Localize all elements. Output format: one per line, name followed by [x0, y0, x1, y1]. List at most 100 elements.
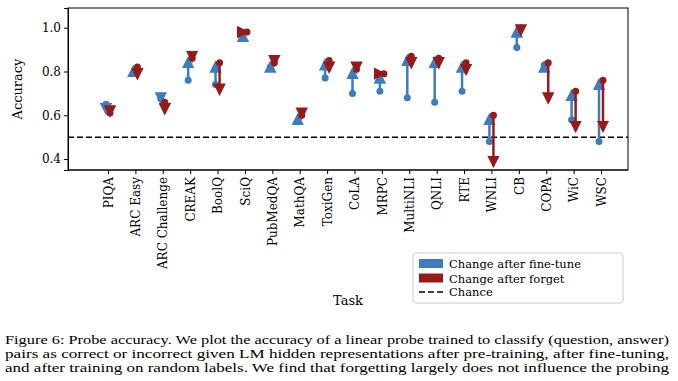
x-tick-mark — [190, 170, 191, 174]
legend-swatch — [419, 274, 443, 283]
chart-container: 0.40.60.81.0PIQAARC EasyARC ChallengeCRE… — [0, 0, 678, 381]
x-tick: WNLI — [485, 170, 499, 213]
x-tick-label: SciQ — [239, 177, 253, 206]
x-tick-label: CoLA — [348, 177, 362, 210]
change-arrow — [574, 91, 577, 130]
y-tick: 0.6 — [42, 109, 68, 123]
x-tick: MathQA — [293, 170, 307, 228]
start-dot — [216, 59, 223, 66]
x-tick-mark — [382, 170, 383, 174]
y-tick: 0.8 — [42, 65, 68, 79]
start-dot — [353, 66, 360, 73]
x-tick-mark — [355, 170, 356, 174]
y-tick: 0.4 — [42, 152, 68, 166]
x-tick-mark — [272, 170, 273, 174]
series-0 — [103, 28, 603, 145]
x-axis-title: Task — [333, 293, 363, 308]
change-arrow — [547, 63, 550, 102]
start-dot — [134, 64, 141, 71]
x-tick: ARC Easy — [129, 170, 143, 238]
x-tick-mark — [464, 170, 465, 174]
start-dot — [161, 99, 168, 106]
start-dot — [380, 70, 387, 77]
x-tick-mark — [519, 170, 520, 174]
start-dot — [490, 112, 497, 119]
x-tick: WiC — [567, 170, 581, 202]
x-tick: CREAK — [184, 170, 198, 222]
x-tick-label: MathQA — [293, 177, 307, 228]
legend-swatch — [419, 291, 443, 293]
x-tick-label: ARC Easy — [129, 177, 143, 238]
change-arrow — [598, 80, 601, 141]
y-tick-mark — [64, 159, 68, 160]
change-arrow — [218, 63, 221, 94]
x-tick-label: RTE — [458, 177, 472, 203]
x-tick-mark — [327, 170, 328, 174]
start-dot — [408, 53, 415, 60]
plot-frame — [68, 8, 628, 170]
caption-line: pairs as correct or incorrect given LM h… — [5, 348, 669, 361]
x-tick-mark — [218, 170, 219, 174]
start-dot — [463, 59, 470, 66]
x-tick-label: PIQA — [102, 177, 116, 209]
start-dot — [431, 99, 438, 106]
change-arrow — [351, 69, 354, 93]
start-dot — [596, 138, 603, 145]
series-1 — [107, 24, 607, 165]
x-tick: RTE — [458, 170, 472, 203]
legend-label: Change after fine-tune — [449, 257, 581, 271]
x-tick-label: COPA — [540, 177, 554, 212]
change-arrow — [570, 91, 573, 119]
start-dot — [568, 116, 575, 123]
x-tick-mark — [135, 170, 136, 174]
y-tick-label: 0.6 — [42, 109, 61, 123]
x-tick-label: WiC — [567, 177, 581, 202]
x-tick-mark — [574, 170, 575, 174]
y-axis: 0.40.60.81.0 — [42, 9, 69, 171]
legend-label: Change after forget — [449, 272, 565, 286]
start-dot — [349, 90, 356, 97]
x-tick: SciQ — [239, 170, 253, 206]
x-tick-mark — [300, 170, 301, 174]
x-tick-label: BoolQ — [211, 177, 225, 214]
start-dot — [271, 59, 278, 66]
y-tick-label: 0.4 — [42, 152, 61, 166]
y-tick-mark — [64, 71, 68, 72]
legend-frame — [413, 253, 623, 303]
start-dot — [212, 81, 219, 88]
x-tick: ARC Challenge — [156, 170, 170, 270]
x-tick: BoolQ — [211, 170, 225, 214]
start-dot — [185, 77, 192, 84]
x-tick-label: PubMedQA — [266, 177, 280, 246]
start-dot — [435, 55, 442, 62]
x-tick: PubMedQA — [266, 170, 280, 246]
x-tick-mark — [437, 170, 438, 174]
x-tick-label: CB — [513, 177, 527, 195]
x-tick: MultiNLI — [403, 170, 417, 233]
x-tick: QNLI — [430, 170, 444, 210]
start-dot — [545, 59, 552, 66]
start-dot — [404, 94, 411, 101]
start-dot — [572, 88, 579, 95]
y-tick-mark — [64, 28, 68, 29]
caption: Figure 6: Probe accuracy. We plot the ac… — [5, 334, 669, 375]
start-dot — [107, 110, 114, 117]
x-tick-mark — [108, 170, 109, 174]
x-tick-label: ARC Challenge — [156, 177, 170, 270]
x-tick-label: MultiNLI — [403, 177, 417, 233]
x-tick-label: QNLI — [430, 177, 444, 210]
start-dot — [298, 112, 305, 119]
caption-line: and after training on random labels. We … — [5, 362, 669, 375]
x-tick-label: WSC — [595, 177, 609, 207]
start-dot — [243, 29, 250, 36]
x-tick-mark — [163, 170, 164, 174]
x-tick-mark — [245, 170, 246, 174]
change-arrow — [492, 115, 495, 165]
caption-line: Figure 6: Probe accuracy. We plot the ac… — [5, 334, 669, 347]
start-dot — [517, 24, 524, 31]
x-tick-label: WNLI — [485, 177, 499, 213]
y-tick-label: 0.8 — [42, 65, 61, 79]
start-dot — [459, 88, 466, 95]
x-tick-mark — [546, 170, 547, 174]
x-tick-mark — [491, 170, 492, 174]
